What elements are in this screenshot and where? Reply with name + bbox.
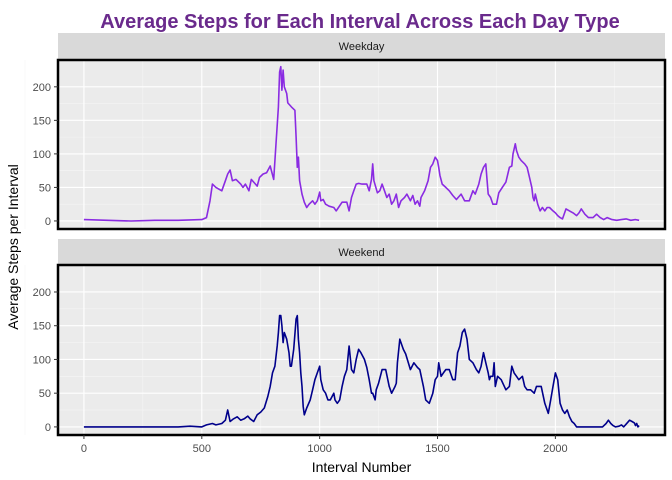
chart-title: Average Steps for Each Interval Across E…: [100, 11, 619, 33]
x-tick-label: 500: [193, 443, 211, 455]
x-tick-label: 1000: [307, 443, 331, 455]
panel-border-weekday: [56, 58, 667, 231]
y-tick-label: 200: [33, 82, 51, 94]
x-tick-label: 0: [81, 443, 87, 455]
y-tick-label: 150: [33, 321, 51, 333]
strip-weekend: [58, 239, 665, 264]
series-line-weekend: [83, 314, 640, 428]
panel-bg-weekend: [58, 265, 665, 435]
y-tick-label: 100: [33, 149, 51, 161]
panel-bg-weekday: [58, 60, 665, 229]
grid-weekday: [24, 60, 665, 229]
strip-label-weekend: Weekend: [338, 247, 384, 259]
x-tick-label: 1500: [425, 443, 449, 455]
y-axis-ticks-weekday: 0 50 100 150 200: [33, 82, 58, 228]
y-tick-label: 50: [39, 388, 51, 400]
panel-border-weekend: [56, 263, 667, 437]
y-tick-label: 0: [45, 422, 51, 434]
y-tick-label: 50: [39, 182, 51, 194]
y-tick-label: 100: [33, 354, 51, 366]
grid-weekend: [24, 265, 665, 435]
y-axis-title: Average Steps per Interval: [5, 164, 21, 330]
y-axis-ticks-weekend: 0 50 100 150 200: [33, 287, 58, 434]
y-tick-label: 0: [45, 216, 51, 228]
x-tick-label: 2000: [543, 443, 567, 455]
strip-label-weekday: Weekday: [339, 41, 385, 53]
x-axis-ticks: 0 500 1000 1500 2000: [81, 435, 568, 455]
x-axis-title: Interval Number: [312, 459, 412, 475]
series-line-weekday: [83, 65, 640, 222]
strip-weekday: [58, 33, 665, 59]
y-tick-label: 150: [33, 115, 51, 127]
y-tick-label: 200: [33, 287, 51, 299]
